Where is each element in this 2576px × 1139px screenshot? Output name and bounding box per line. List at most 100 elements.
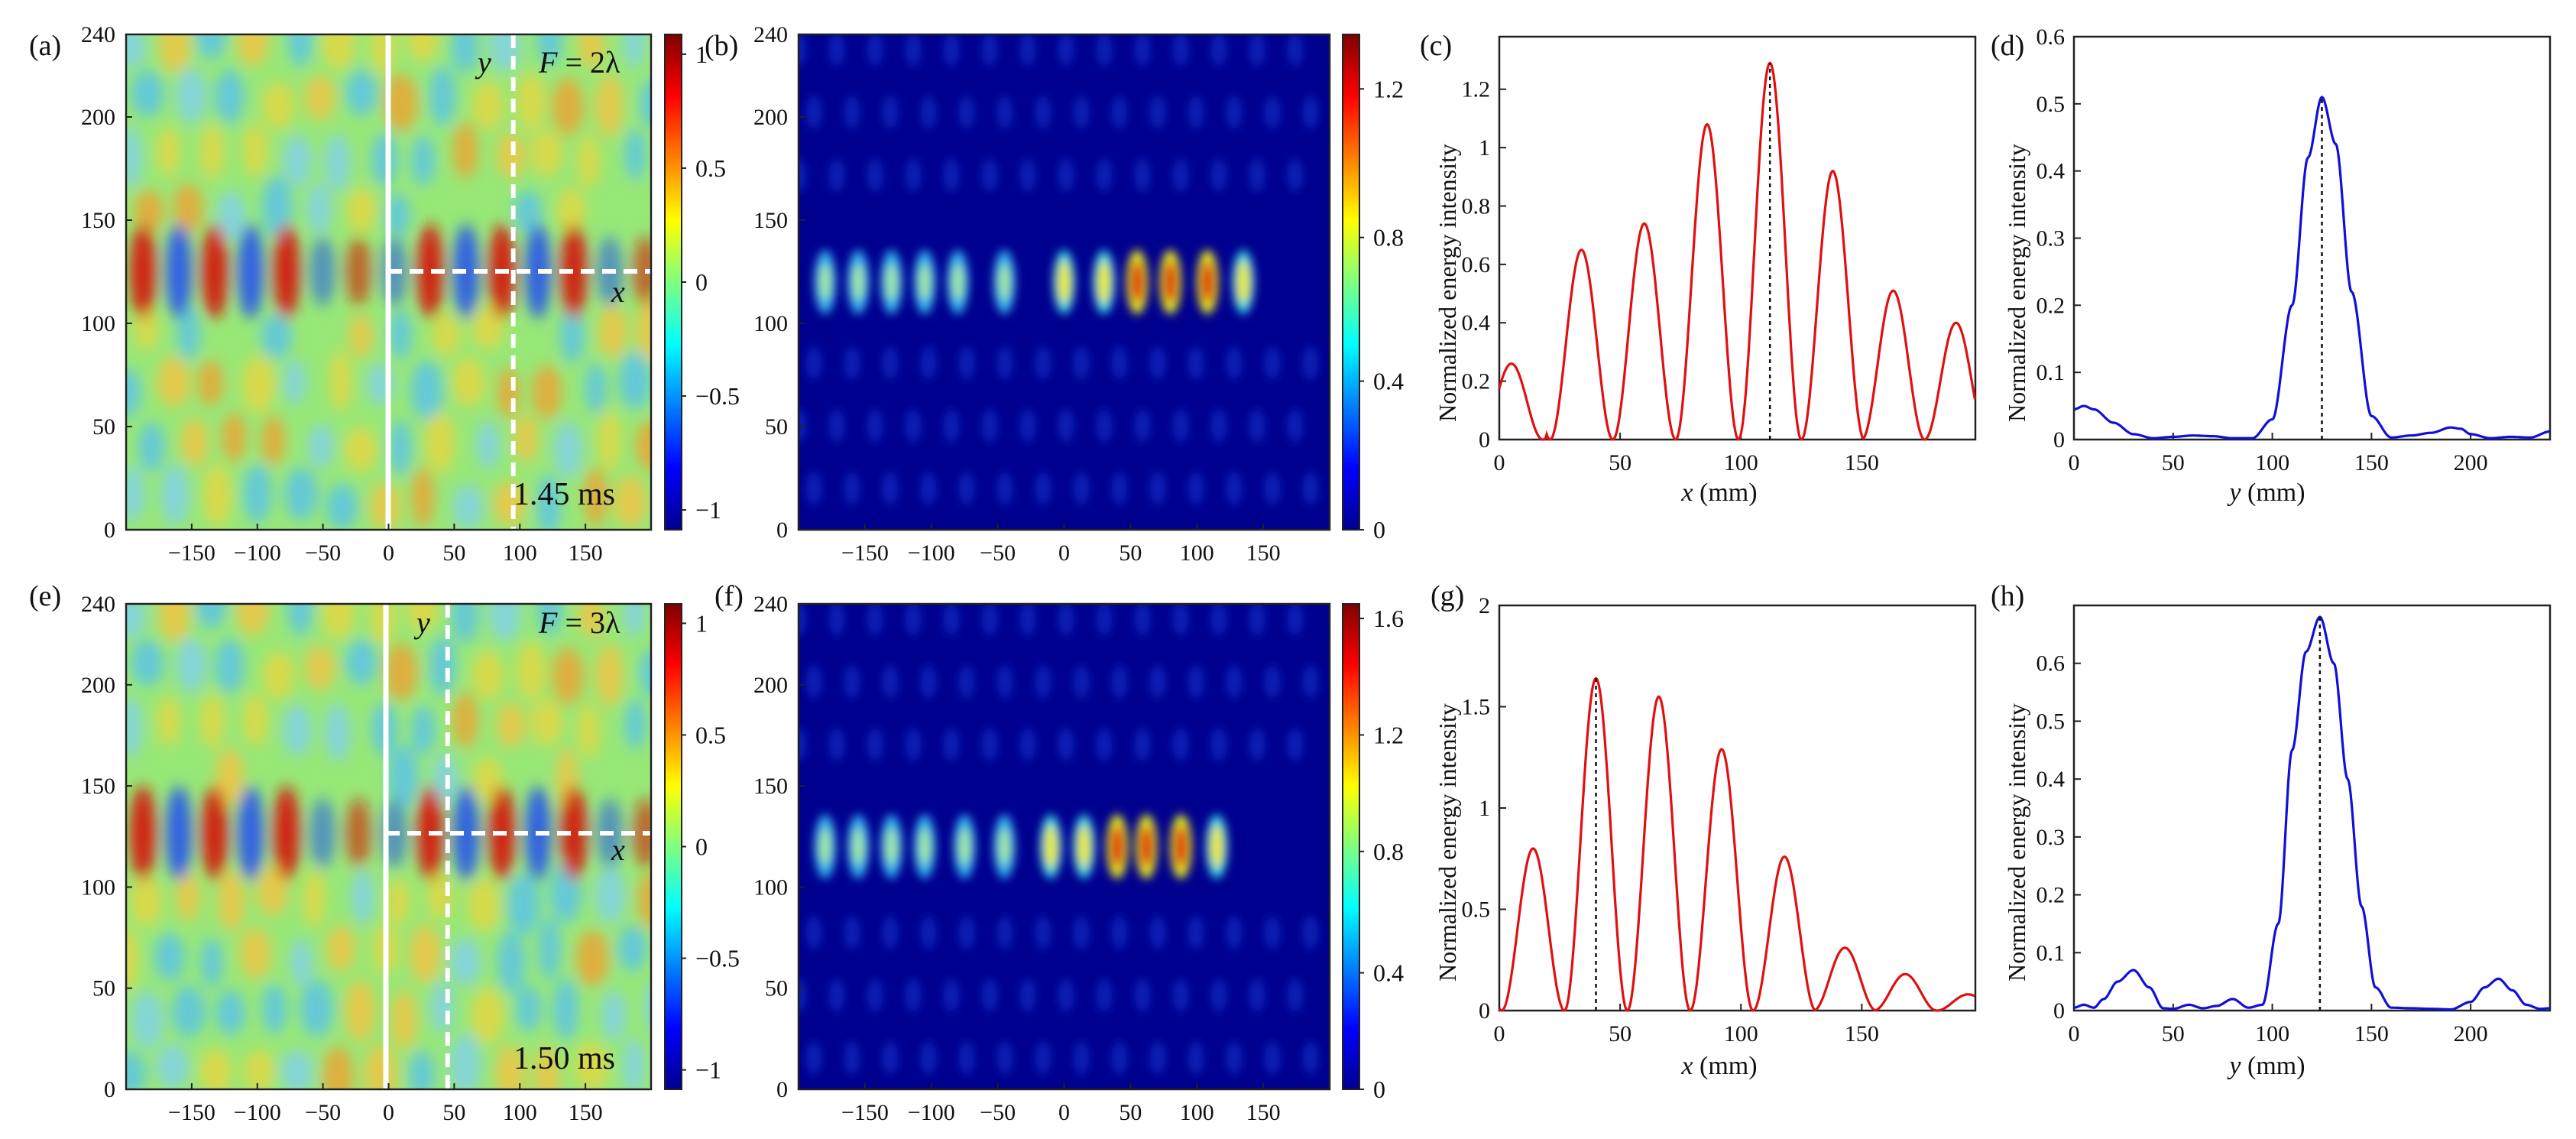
plot-frame [2072, 35, 2552, 441]
intensity-ripple [1288, 158, 1303, 192]
field-lobe [215, 69, 245, 124]
intensity-ripple [1058, 409, 1074, 443]
intensity-ripple [844, 916, 860, 949]
colorbar-tick-label: 0 [695, 833, 708, 861]
field-lobe [157, 696, 180, 746]
intensity-ripple [829, 728, 844, 761]
x-tick-label: 150 [1845, 1021, 1879, 1047]
intensity-ripple [1020, 728, 1035, 761]
intensity-ripple [1020, 409, 1035, 443]
intensity-ripple [1211, 158, 1226, 192]
field-lobe [409, 924, 442, 984]
intensity-ripple [1112, 1041, 1127, 1075]
intensity-ripple [1211, 34, 1226, 67]
intensity-ripple [997, 1041, 1013, 1075]
intensity-ripple [1112, 346, 1127, 380]
x-tick-label: 0 [1494, 1021, 1505, 1047]
intensity-ripple [1288, 604, 1303, 636]
intensity-ripple [982, 604, 997, 636]
intensity-ripple [982, 34, 997, 67]
colorbar-tick-label: 0 [1373, 1076, 1385, 1103]
field-lobe [134, 190, 164, 234]
x-tick-label: 150 [2354, 1021, 2389, 1047]
intensity-ripple [1035, 665, 1051, 699]
y-tick-label: 0.4 [2036, 767, 2066, 792]
intensity-ripple [1112, 96, 1127, 129]
field-lobe [215, 748, 244, 806]
field-lobe [536, 475, 562, 530]
intensity-ripple [944, 409, 959, 443]
field-lobe [126, 126, 142, 188]
intensity-ripple [806, 96, 821, 129]
intensity-ripple [1188, 916, 1204, 949]
field-lobe [370, 482, 401, 530]
intensity-ripple [1303, 96, 1318, 129]
intensity-ripple [1150, 916, 1165, 949]
intensity-ripple [906, 409, 921, 443]
y-tick-label: 240 [81, 22, 115, 47]
y-tick-label: 200 [81, 105, 115, 130]
intensity-ripple [1097, 409, 1112, 443]
intensity-ripple [1150, 1041, 1165, 1075]
field-lobe [215, 989, 245, 1035]
intensity-ripple [1035, 346, 1051, 380]
field-lobe [639, 648, 651, 697]
field-lobe [176, 68, 207, 123]
field-lobe [348, 313, 373, 359]
field-lobe [371, 604, 395, 645]
intensity-ripple [906, 604, 921, 636]
x-tick-label: 150 [569, 540, 603, 566]
colorbar-tick-label: −0.5 [695, 382, 740, 410]
y-tick-label: 150 [81, 774, 115, 799]
field-lobe [239, 927, 271, 979]
field-lobe [261, 175, 293, 239]
x-tick-label: 0 [383, 1100, 394, 1125]
y-tick-label: 200 [753, 105, 788, 130]
field-lobe [364, 1044, 397, 1089]
profile-curve [2073, 615, 2550, 1011]
field-lobe [309, 798, 335, 868]
intensity-ripple [1303, 665, 1318, 699]
field-lobe [215, 638, 245, 693]
intensity-ripple [1265, 96, 1280, 129]
intensity-ripple [1265, 472, 1280, 505]
intensity-ripple [806, 346, 821, 380]
profile-curve [2073, 95, 2550, 440]
intensity-ripple [799, 604, 806, 636]
intensity-ripple [1188, 1041, 1204, 1075]
field-lobe [236, 604, 270, 636]
y-tick-label: 0 [2053, 998, 2065, 1024]
field-lobe [384, 643, 418, 702]
intensity-ripple [867, 978, 883, 1012]
field-lobe [532, 365, 562, 419]
axis-x-letter-a: x [611, 274, 625, 309]
intensity-ripple [799, 158, 806, 192]
field-lobe [471, 81, 504, 130]
field-lobe [429, 635, 456, 696]
field-lobe [322, 1046, 354, 1089]
intensity-ripple [1226, 96, 1242, 129]
intensity-ripple [1226, 472, 1242, 505]
panel-label-e: (e) [29, 580, 61, 612]
intensity-ripple [1211, 978, 1226, 1012]
field-lobe [514, 190, 543, 234]
field-lobe [280, 1050, 314, 1089]
field-lobe [329, 349, 352, 412]
intensity-ripple [1288, 728, 1303, 761]
panel-b: (b) −150 −100 −50 0 50 100 150050100150200240 … [705, 22, 1404, 566]
field-lobe [450, 1034, 481, 1089]
panel-f: (f) −150 −100 −50 0 50 100 150050100150200240 … [714, 580, 1404, 1125]
field-lobe [517, 641, 546, 700]
field-lobe [344, 427, 377, 472]
intensity-ripple [944, 728, 959, 761]
field-lobe [261, 313, 292, 359]
field-lobe [385, 193, 410, 238]
x-tick-label: −150 [168, 1100, 215, 1125]
field-lobe [471, 305, 504, 349]
colorbar-ticks-e: 1 0.5 0 −0.5 −1 [682, 609, 740, 1084]
intensity-ripple [1226, 665, 1242, 699]
intensity-ripple [1097, 34, 1112, 67]
focal-spot-core [1110, 825, 1124, 868]
intensity-ripple [1188, 96, 1204, 129]
x-tick-label: 50 [442, 540, 465, 566]
